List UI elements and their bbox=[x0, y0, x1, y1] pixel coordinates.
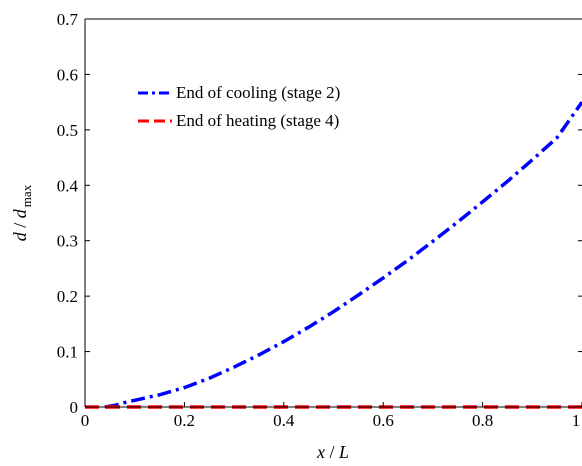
x-ticks: 0 0.2 0.4 0.6 0.8 1 bbox=[81, 402, 582, 430]
y-tick-label: 0.6 bbox=[57, 65, 78, 84]
y-tick-label: 0.2 bbox=[57, 287, 78, 306]
x-tick-label: 0.8 bbox=[472, 411, 493, 430]
plot-background bbox=[85, 19, 582, 407]
y-tick-label: 0.7 bbox=[57, 10, 79, 29]
y-tick-label: 0.3 bbox=[57, 232, 78, 251]
plot-area bbox=[85, 19, 582, 409]
legend-label-heating: End of heating (stage 4) bbox=[176, 111, 339, 130]
x-tick-label: 0.2 bbox=[174, 411, 195, 430]
y-tick-label: 0.5 bbox=[57, 121, 78, 140]
x-tick-label: 0 bbox=[81, 411, 90, 430]
x-axis-label: x / L bbox=[316, 442, 349, 462]
axes: 0 0.2 0.4 0.6 0.8 1 0 0.1 0.2 0.3 0.4 0.5 0.6 0.7 bbox=[57, 10, 582, 430]
y-tick-label: 0 bbox=[70, 398, 79, 417]
x-tick-label: 0.4 bbox=[273, 411, 295, 430]
y-ticks: 0 0.1 0.2 0.3 0.4 0.5 0.6 0.7 bbox=[57, 10, 582, 417]
y-tick-label: 0.1 bbox=[57, 343, 78, 362]
legend-label-cooling: End of cooling (stage 2) bbox=[176, 83, 340, 102]
y-tick-label: 0.4 bbox=[57, 176, 79, 195]
x-tick-label: 0.6 bbox=[373, 411, 394, 430]
y-axis-label: d / dmax bbox=[10, 184, 34, 241]
legend: End of cooling (stage 2) End of heating … bbox=[138, 83, 340, 130]
x-tick-label: 1 bbox=[572, 411, 581, 430]
